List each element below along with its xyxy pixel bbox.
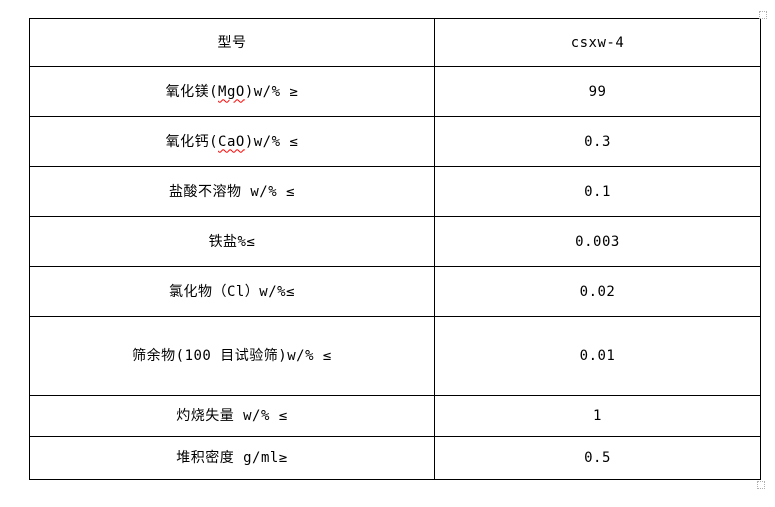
table-row-mgo: 氧化镁(MgO)w/% ≥ 99 xyxy=(29,66,761,117)
spec-name-text: 堆积密度 g/ml≥ xyxy=(176,450,288,466)
table-row-sieve-residue: 筛余物(100 目试验筛)w/% ≤ 0.01 xyxy=(29,316,761,396)
spec-name-cell: 型号 xyxy=(29,18,435,67)
spec-value-cell: 0.3 xyxy=(434,116,761,167)
spec-name-text: )w/% ≥ xyxy=(244,83,299,100)
spec-value-cell: 0.01 xyxy=(434,316,761,396)
spec-name-cell: 氧化钙(CaO)w/% ≤ xyxy=(29,116,435,167)
table-corner-artifact xyxy=(759,11,767,19)
table-resize-handle-artifact xyxy=(757,481,765,489)
spec-value-cell: 99 xyxy=(434,66,761,117)
table-row-hcl-insoluble: 盐酸不溶物 w/% ≤ 0.1 xyxy=(29,166,761,217)
spec-name-text: 灼烧失量 w/% ≤ xyxy=(176,408,288,424)
product-spec-table-container: 型号 csxw-4 氧化镁(MgO)w/% ≥ 99 氧化钙(CaO)w/% ≤… xyxy=(29,18,761,480)
spec-name-text: 铁盐%≤ xyxy=(208,233,256,250)
spec-name-cell: 氯化物（Cl）w/%≤ xyxy=(29,266,435,317)
spec-name-cell: 堆积密度 g/ml≥ xyxy=(29,436,435,480)
table-row-bulk-density: 堆积密度 g/ml≥ 0.5 xyxy=(29,436,761,480)
spec-name-text: 盐酸不溶物 w/% ≤ xyxy=(168,183,296,200)
spec-name-text: 型号 xyxy=(217,34,247,51)
spec-value-cell: 0.02 xyxy=(434,266,761,317)
spec-name-text: 氧化钙( xyxy=(165,133,219,150)
spec-name-text: 氧化镁( xyxy=(165,83,219,100)
spec-name-cell: 盐酸不溶物 w/% ≤ xyxy=(29,166,435,217)
spec-name-text: )w/% ≤ xyxy=(244,133,299,150)
spec-name-cell: 筛余物(100 目试验筛)w/% ≤ xyxy=(29,316,435,396)
spec-value-cell: 0.1 xyxy=(434,166,761,217)
table-row-chloride: 氯化物（Cl）w/%≤ 0.02 xyxy=(29,266,761,317)
spec-name-text: 氯化物（Cl）w/%≤ xyxy=(168,283,296,300)
misspelled-word: MgO xyxy=(218,83,245,100)
spec-name-cell: 灼烧失量 w/% ≤ xyxy=(29,395,435,437)
spec-value-cell: 0.5 xyxy=(434,436,761,480)
misspelled-word: CaO xyxy=(218,133,245,150)
spec-value-cell: 0.003 xyxy=(434,216,761,267)
table-row-cao: 氧化钙(CaO)w/% ≤ 0.3 xyxy=(29,116,761,167)
spec-name-cell: 铁盐%≤ xyxy=(29,216,435,267)
spec-name-text: 筛余物(100 目试验筛)w/% ≤ xyxy=(132,348,332,364)
spec-value-cell: csxw-4 xyxy=(434,18,761,67)
spec-value-cell: 1 xyxy=(434,395,761,437)
table-row-ignition-loss: 灼烧失量 w/% ≤ 1 xyxy=(29,395,761,437)
spec-name-cell: 氧化镁(MgO)w/% ≥ xyxy=(29,66,435,117)
table-row-model: 型号 csxw-4 xyxy=(29,18,761,67)
table-row-iron-salt: 铁盐%≤ 0.003 xyxy=(29,216,761,267)
product-spec-table: 型号 csxw-4 氧化镁(MgO)w/% ≥ 99 氧化钙(CaO)w/% ≤… xyxy=(29,18,761,480)
